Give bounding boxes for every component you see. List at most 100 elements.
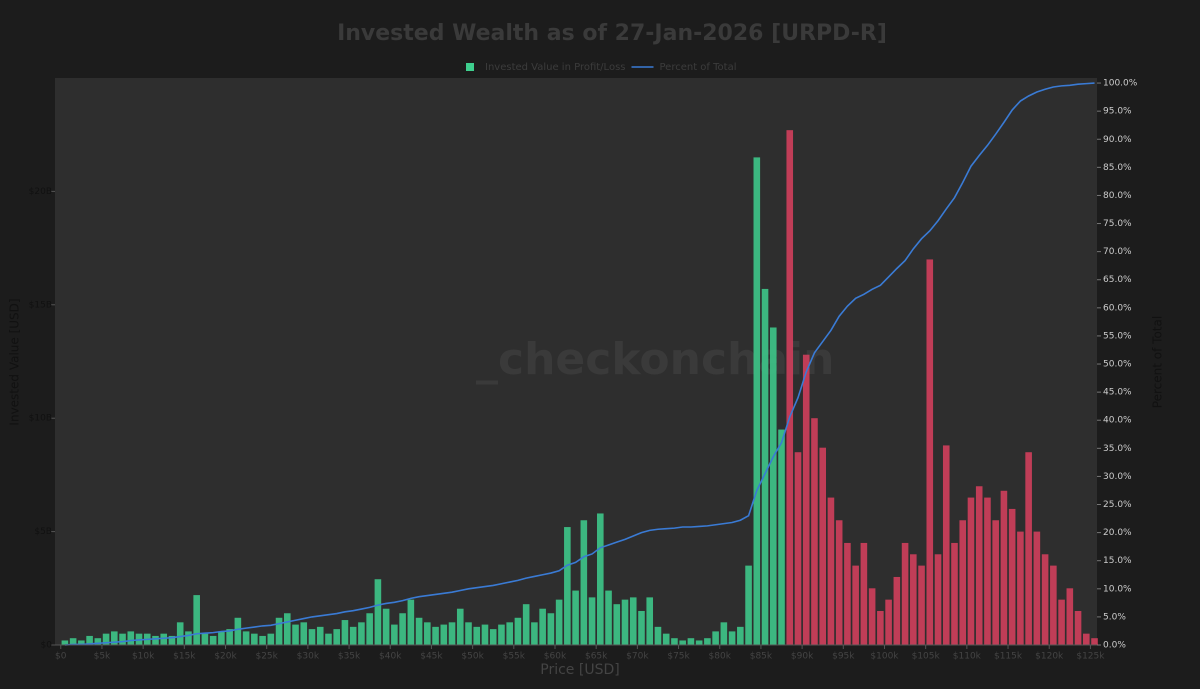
plot-area bbox=[55, 78, 1097, 645]
bar bbox=[1041, 554, 1049, 645]
y2-tick-label: 70.0% bbox=[1103, 247, 1132, 257]
bar bbox=[481, 624, 489, 645]
bar bbox=[292, 624, 299, 645]
bar bbox=[646, 597, 654, 645]
bar bbox=[712, 631, 719, 645]
bar bbox=[242, 631, 250, 645]
bar bbox=[1058, 599, 1065, 645]
bar bbox=[1074, 610, 1082, 645]
x-tick-label: $50k bbox=[461, 652, 484, 662]
y2-tick-label: 35.0% bbox=[1103, 444, 1132, 454]
bar bbox=[358, 622, 365, 645]
y2-tick-label: 65.0% bbox=[1103, 275, 1132, 285]
bar bbox=[580, 520, 588, 645]
bar bbox=[465, 622, 472, 645]
bar bbox=[893, 576, 901, 645]
bar bbox=[910, 554, 917, 645]
y2-tick-label: 50.0% bbox=[1103, 360, 1132, 370]
bar bbox=[448, 622, 456, 645]
bar bbox=[1033, 531, 1041, 645]
bar bbox=[638, 610, 645, 645]
bar bbox=[366, 613, 373, 645]
x-tick-label: $100k bbox=[870, 652, 899, 662]
bar bbox=[942, 445, 950, 645]
bar bbox=[316, 626, 324, 645]
bar bbox=[399, 613, 406, 645]
bar bbox=[794, 452, 802, 645]
legend-label: Invested Value in Profit/Loss bbox=[485, 62, 626, 73]
y2-tick-label: 80.0% bbox=[1103, 191, 1132, 201]
y2-tick-label: 25.0% bbox=[1103, 500, 1132, 510]
bar bbox=[605, 590, 612, 645]
x-tick-label: $85k bbox=[750, 652, 773, 662]
bar bbox=[522, 604, 530, 645]
bar bbox=[654, 626, 662, 645]
bar bbox=[251, 633, 258, 645]
y2-tick-label: 5.0% bbox=[1103, 612, 1126, 622]
bar bbox=[852, 565, 859, 645]
bar bbox=[349, 626, 357, 645]
bar bbox=[761, 288, 769, 645]
x-tick-label: $105k bbox=[912, 652, 941, 662]
x-tick-label: $120k bbox=[1035, 652, 1064, 662]
bar bbox=[885, 599, 892, 645]
x-tick-label: $10k bbox=[132, 652, 155, 662]
bar bbox=[498, 624, 505, 645]
bar bbox=[629, 597, 637, 645]
bar bbox=[745, 565, 752, 645]
bar bbox=[111, 631, 118, 645]
bar bbox=[555, 599, 563, 645]
bar bbox=[613, 604, 621, 645]
x-tick-label: $75k bbox=[667, 652, 690, 662]
y2-tick-label: 20.0% bbox=[1103, 528, 1132, 538]
bar bbox=[564, 527, 571, 645]
bar bbox=[391, 624, 398, 645]
bar bbox=[407, 599, 415, 645]
bar bbox=[78, 640, 85, 645]
bar bbox=[597, 513, 604, 645]
y2-tick-label: 10.0% bbox=[1103, 584, 1132, 594]
y2-tick-label: 55.0% bbox=[1103, 331, 1132, 341]
bar bbox=[720, 622, 728, 645]
bar bbox=[325, 633, 332, 645]
x-tick-label: $0 bbox=[55, 652, 67, 662]
bar bbox=[259, 635, 266, 645]
x-axis-title: Price [USD] bbox=[540, 662, 619, 678]
legend-swatch bbox=[466, 63, 474, 71]
bar bbox=[209, 635, 217, 645]
bar bbox=[531, 622, 538, 645]
bar bbox=[489, 629, 497, 645]
bar bbox=[769, 327, 777, 645]
bar bbox=[275, 617, 283, 645]
bar bbox=[1082, 633, 1090, 645]
bar bbox=[687, 638, 695, 645]
bar bbox=[918, 565, 925, 645]
x-tick-label: $70k bbox=[626, 652, 649, 662]
y2-tick-label: 95.0% bbox=[1103, 107, 1132, 117]
bar bbox=[539, 608, 546, 645]
bar bbox=[193, 595, 200, 645]
bar bbox=[333, 629, 341, 645]
bar bbox=[926, 259, 934, 645]
bar bbox=[102, 633, 110, 645]
bar bbox=[473, 626, 481, 645]
x-tick-label: $65k bbox=[585, 652, 608, 662]
y-tick-label: $0 bbox=[41, 641, 53, 651]
bar bbox=[160, 633, 168, 645]
y2-tick-label: 85.0% bbox=[1103, 163, 1132, 173]
bar bbox=[786, 130, 794, 645]
bar bbox=[432, 626, 439, 645]
bar bbox=[679, 640, 686, 645]
bar bbox=[704, 638, 711, 645]
bar bbox=[728, 631, 736, 645]
x-tick-label: $90k bbox=[791, 652, 814, 662]
bar bbox=[753, 157, 761, 645]
y2-tick-label: 40.0% bbox=[1103, 416, 1132, 426]
x-tick-label: $60k bbox=[544, 652, 567, 662]
bar bbox=[827, 497, 835, 645]
y2-tick-label: 100.0% bbox=[1103, 79, 1138, 89]
bar bbox=[61, 640, 69, 645]
bar bbox=[901, 542, 909, 645]
bar bbox=[811, 418, 818, 645]
bar bbox=[234, 617, 242, 645]
